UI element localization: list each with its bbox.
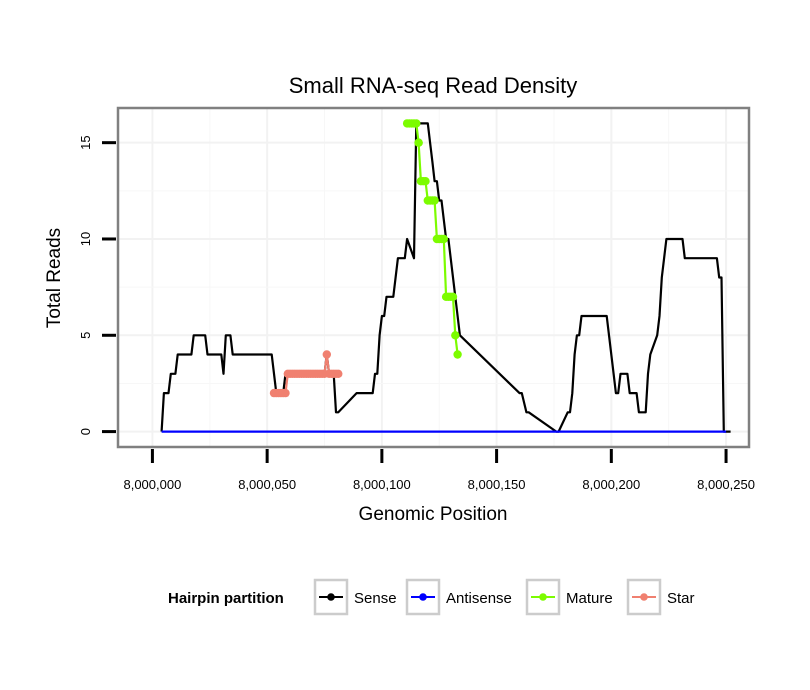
x-tick-label: 8,000,200	[582, 477, 640, 492]
legend-label-antisense: Antisense	[446, 590, 512, 607]
legend: Hairpin partition Sense Antisense Mature St…	[168, 578, 695, 616]
legend-items: Sense Antisense Mature Star	[313, 578, 695, 616]
legend-key-point	[640, 593, 648, 601]
legend-key-point	[539, 593, 547, 601]
plot-border	[116, 106, 751, 449]
legend-label-mature: Mature	[566, 590, 613, 607]
mature-point	[430, 196, 439, 205]
legend-item-star: Star	[626, 578, 695, 616]
legend-item-sense: Sense	[313, 578, 397, 616]
y-tick-label: 15	[78, 135, 93, 149]
mature-point	[412, 119, 421, 128]
series-layer	[160, 119, 731, 433]
x-axis: 8,000,000 8,000,050 8,000,100 8,000,150 8,00…	[123, 449, 755, 492]
x-axis-title: Genomic Position	[359, 504, 508, 525]
y-tick-label: 5	[78, 332, 93, 339]
plot-background	[118, 108, 749, 447]
legend-title: Hairpin partition	[168, 590, 284, 607]
chart-title: Small RNA-seq Read Density	[289, 73, 578, 98]
y-tick-label: 10	[78, 232, 93, 246]
y-axis-title: Total Reads	[44, 228, 65, 328]
x-tick-label: 8,000,100	[353, 477, 411, 492]
y-tick-label: 0	[78, 428, 93, 435]
x-tick-label: 8,000,150	[468, 477, 526, 492]
star-point	[281, 388, 290, 398]
x-tick-label: 8,000,000	[123, 477, 181, 492]
legend-label-sense: Sense	[354, 590, 397, 607]
mature-point	[421, 177, 430, 186]
mature-point	[448, 292, 458, 301]
sense-series-line	[160, 122, 731, 433]
legend-key-point	[327, 593, 335, 601]
mature-point	[439, 234, 448, 244]
plot-panel	[116, 106, 751, 449]
legend-key-point	[419, 593, 427, 601]
legend-item-antisense: Antisense	[405, 578, 512, 616]
star-point	[322, 350, 331, 359]
legend-label-star: Star	[667, 590, 695, 607]
x-tick-label: 8,000,050	[238, 477, 296, 492]
mature-point	[451, 331, 460, 340]
x-tick-label: 8,000,250	[697, 477, 755, 492]
legend-item-mature: Mature	[525, 578, 613, 616]
mature-point	[414, 138, 423, 147]
y-axis: 0 5 10 15	[78, 135, 116, 435]
star-point	[334, 369, 343, 378]
mature-point	[453, 350, 462, 359]
